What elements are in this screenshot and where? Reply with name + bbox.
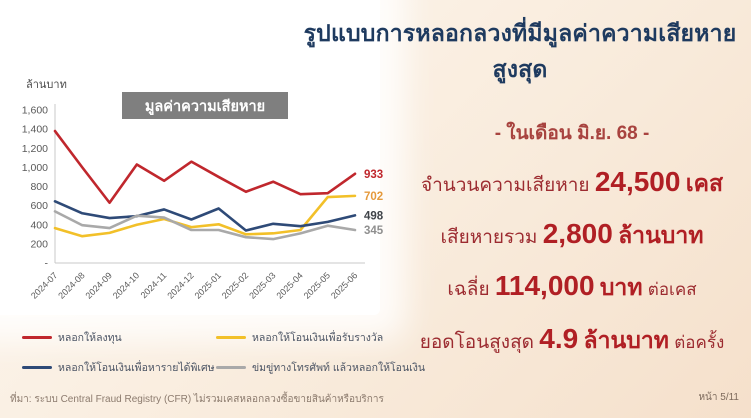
stat-total-value: 2,800 (542, 218, 613, 250)
x-tick-label: 2025-03 (247, 270, 277, 300)
page-number: หน้า 5/11 (698, 392, 739, 403)
stat-total-damage: เสียหายรวม 2,800 ล้านบาท (440, 218, 704, 250)
series-line (53, 200, 357, 232)
legend-swatch (216, 366, 246, 369)
x-tick-label: 2024-09 (84, 270, 114, 300)
x-tick-label: 2024-08 (56, 270, 86, 300)
legend-item: หลอกให้โอนเงินเพื่อรับรางวัล (216, 329, 425, 346)
legend-swatch (22, 336, 52, 339)
x-tick-label: 2025-01 (193, 270, 223, 300)
series-end-value-label: 933 (364, 169, 383, 181)
y-tick-label: 600 (30, 200, 48, 212)
legend-label: หลอกให้ลงทุน (58, 332, 122, 344)
stat-max-value: 4.9 (539, 322, 579, 354)
legend-item: หลอกให้โอนเงินเพื่อหารายได้พิเศษ (22, 359, 215, 376)
source-note: ที่มา: ระบบ Central Fraud Registry (CFR)… (10, 394, 384, 405)
x-tick-label: 2024-11 (139, 270, 169, 300)
legend-item: ข่มขู่ทางโทรศัพท์ แล้วหลอกให้โอนเงิน (216, 359, 425, 376)
y-tick-label: 1,600 (22, 105, 48, 117)
chart-title-badge (122, 92, 288, 119)
legend-swatch (22, 366, 52, 369)
chart-legend: หลอกให้ลงทุน หลอกให้โอนเงินเพื่อรับรางวัล… (22, 329, 425, 376)
stat-average-value: 114,000 (494, 270, 595, 302)
y-tick-label: 1,200 (22, 143, 48, 155)
y-tick-label: 200 (30, 238, 48, 250)
x-tick-label: 2024-07 (29, 270, 59, 300)
x-tick-label: 2025-05 (302, 270, 332, 300)
stat-average: เฉลี่ย 114,000 บาท ต่อเคส (447, 270, 697, 302)
legend-label: ข่มขู่ทางโทรศัพท์ แล้วหลอกให้โอนเงิน (252, 362, 426, 374)
stats-panel: - ในเดือน มิ.ย. 68 - จำนวนความเสียหาย 24… (398, 118, 746, 371)
y-axis-unit-label: ล้านบาท (26, 79, 67, 91)
stat-cases: จำนวนความเสียหาย 24,500 เคส (420, 166, 724, 197)
stat-cases-value: 24,500 (594, 166, 681, 197)
stat-max-transfer: ยอดโอนสูงสุด 4.9 ล้านบาท ต่อครั้ง (419, 322, 725, 354)
x-tick-label: 2025-06 (329, 270, 359, 300)
legend-swatch (216, 336, 246, 339)
y-tick-label: - (45, 258, 49, 270)
y-tick-label: 400 (30, 219, 48, 231)
legend-label: หลอกให้โอนเงินเพื่อหารายได้พิเศษ (58, 362, 215, 374)
y-tick-label: 1,400 (22, 124, 48, 136)
x-tick-label: 2024-12 (165, 270, 195, 300)
chart-title: มูลค่าความเสียหาย (145, 98, 265, 115)
series-line (53, 210, 357, 241)
page-title: รูปแบบการหลอกลวงที่มีมูลค่าความเสียหายสู… (303, 20, 737, 82)
x-tick-label: 2024-10 (111, 270, 141, 300)
series-end-value-label: 702 (364, 191, 383, 203)
series-end-value-label: 345 (364, 225, 384, 237)
stats-header: - ในเดือน มิ.ย. 68 - (494, 123, 650, 144)
legend-label: หลอกให้โอนเงินเพื่อรับรางวัล (252, 332, 384, 344)
series-line (53, 129, 357, 205)
y-tick-label: 1,000 (22, 162, 48, 174)
series-end-value-label: 498 (364, 210, 384, 222)
x-tick-label: 2025-02 (220, 270, 250, 300)
y-tick-label: 800 (30, 181, 48, 193)
damage-value-line-chart: ล้านบาทมูลค่าความเสียหาย 1,600 1,400 1,200 1… (10, 72, 388, 324)
x-tick-label: 2025-04 (274, 270, 304, 300)
legend-item: หลอกให้ลงทุน (22, 329, 210, 346)
